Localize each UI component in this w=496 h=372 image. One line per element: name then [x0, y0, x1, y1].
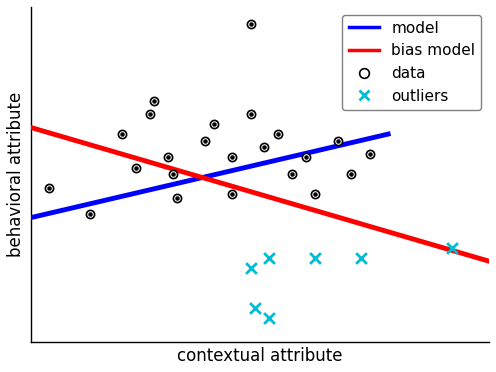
X-axis label: contextual attribute: contextual attribute: [177, 347, 343, 365]
Legend: model, bias model, data, outliers: model, bias model, data, outliers: [342, 15, 482, 110]
Point: [201, 138, 209, 144]
Point: [448, 245, 456, 251]
Point: [201, 138, 209, 144]
Point: [366, 151, 374, 157]
Point: [247, 111, 254, 117]
Point: [260, 144, 268, 150]
Point: [311, 191, 319, 197]
Point: [334, 138, 342, 144]
Point: [169, 171, 177, 177]
Point: [173, 195, 181, 201]
Point: [45, 185, 53, 190]
Point: [150, 97, 158, 103]
Point: [169, 171, 177, 177]
Point: [228, 191, 236, 197]
Point: [247, 21, 254, 27]
Point: [164, 154, 172, 160]
Point: [150, 97, 158, 103]
Point: [288, 171, 296, 177]
Point: [228, 154, 236, 160]
Point: [228, 191, 236, 197]
Point: [164, 154, 172, 160]
Point: [118, 131, 126, 137]
Point: [311, 255, 319, 261]
Point: [366, 151, 374, 157]
Point: [302, 154, 310, 160]
Point: [288, 171, 296, 177]
Point: [210, 121, 218, 127]
Point: [251, 305, 259, 311]
Point: [45, 185, 53, 190]
Point: [210, 121, 218, 127]
Point: [247, 21, 254, 27]
Point: [334, 138, 342, 144]
Point: [265, 315, 273, 321]
Point: [247, 265, 254, 271]
Point: [265, 255, 273, 261]
Point: [146, 111, 154, 117]
Point: [86, 211, 94, 217]
Y-axis label: behavioral attribute: behavioral attribute: [7, 92, 25, 257]
Point: [348, 171, 356, 177]
Point: [132, 164, 140, 170]
Point: [247, 111, 254, 117]
Point: [173, 195, 181, 201]
Point: [348, 171, 356, 177]
Point: [302, 154, 310, 160]
Point: [118, 131, 126, 137]
Point: [132, 164, 140, 170]
Point: [228, 154, 236, 160]
Point: [357, 255, 365, 261]
Point: [274, 131, 282, 137]
Point: [311, 191, 319, 197]
Point: [146, 111, 154, 117]
Point: [274, 131, 282, 137]
Point: [86, 211, 94, 217]
Point: [260, 144, 268, 150]
